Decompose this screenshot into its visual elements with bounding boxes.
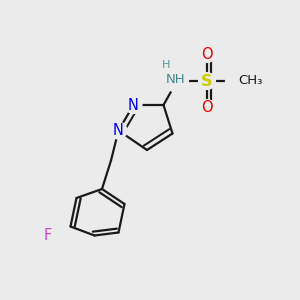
Text: N: N (128, 98, 139, 112)
Circle shape (199, 100, 215, 116)
Circle shape (199, 73, 215, 89)
Circle shape (110, 122, 127, 139)
Text: F: F (44, 228, 52, 243)
Circle shape (40, 227, 56, 244)
Circle shape (125, 97, 142, 113)
Text: N: N (113, 123, 124, 138)
Circle shape (226, 70, 248, 92)
Circle shape (199, 46, 215, 62)
Text: H: H (162, 59, 171, 70)
Text: NH: NH (166, 73, 185, 86)
Text: CH₃: CH₃ (238, 74, 263, 88)
Text: S: S (201, 74, 213, 88)
Text: O: O (201, 100, 213, 116)
Circle shape (166, 70, 188, 92)
Text: O: O (201, 46, 213, 62)
